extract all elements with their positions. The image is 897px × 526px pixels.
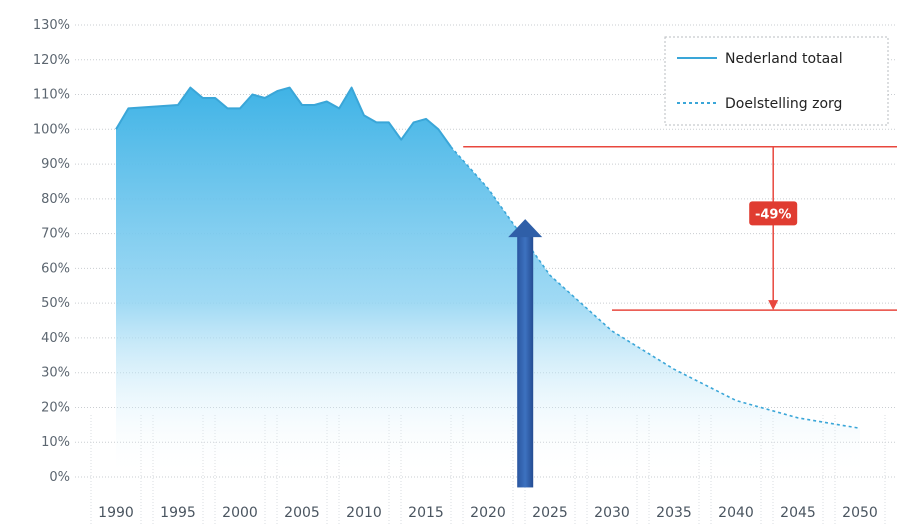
y-tick-label: 60% xyxy=(41,261,70,276)
y-tick-label: 70% xyxy=(41,227,70,242)
x-tick-label: 2035 xyxy=(656,505,692,521)
y-tick-label: 90% xyxy=(41,157,70,172)
y-tick-label: 10% xyxy=(41,435,70,450)
upward-arrow-shaft xyxy=(517,235,534,488)
area-fill xyxy=(116,87,860,477)
callout-arrowhead xyxy=(768,300,779,311)
x-tick-label: 1990 xyxy=(98,505,134,521)
x-tick-label: 1995 xyxy=(160,505,196,521)
x-tick-label: 2015 xyxy=(408,505,444,521)
x-tick-label: 2025 xyxy=(532,505,568,521)
y-tick-label: 110% xyxy=(33,88,70,103)
callout-badge xyxy=(749,201,798,226)
legend: Nederland totaal Doelstelling zorg xyxy=(664,36,889,126)
x-axis-ticks: 1990 1995 2000 2005 2010 2015 2020 2025 2030 2035… xyxy=(98,505,878,521)
legend-box xyxy=(664,36,889,126)
annotations: -49% xyxy=(508,146,798,488)
x-tick-label: 2040 xyxy=(718,505,754,521)
x-tick-label: 2005 xyxy=(284,505,320,521)
y-tick-label: 130% xyxy=(33,18,70,33)
y-tick-label: 0% xyxy=(49,470,70,485)
series xyxy=(115,86,861,430)
y-tick-label: 100% xyxy=(33,122,70,137)
y-tick-label: 40% xyxy=(41,331,70,346)
y-tick-label: 30% xyxy=(41,366,70,381)
series-line-doelstelling-zorg xyxy=(450,146,861,430)
x-tick-label: 2045 xyxy=(780,505,816,521)
y-tick-label: 20% xyxy=(41,400,70,415)
x-tick-label: 2030 xyxy=(594,505,630,521)
x-tick-label: 2000 xyxy=(222,505,258,521)
y-tick-label: 80% xyxy=(41,192,70,207)
y-tick-label: 50% xyxy=(41,296,70,311)
upward-arrowhead xyxy=(508,219,543,238)
area-fill-shape xyxy=(116,87,860,477)
series-line-nederland-totaal xyxy=(115,86,452,148)
y-tick-label: 120% xyxy=(33,53,70,68)
x-tick-label: 2050 xyxy=(842,505,878,521)
callout-label: -49% xyxy=(755,207,792,222)
y-axis-ticks: 0% 10% 20% 30% 40% 50% 60% 70% 80% 90% 100% 110% 120… xyxy=(33,18,70,485)
x-tick-label: 2020 xyxy=(470,505,506,521)
reference-lines xyxy=(463,145,897,311)
legend-label-nederland-totaal: Nederland totaal xyxy=(725,51,843,67)
legend-label-doelstelling-zorg: Doelstelling zorg xyxy=(725,96,842,112)
x-tick-label: 2010 xyxy=(346,505,382,521)
